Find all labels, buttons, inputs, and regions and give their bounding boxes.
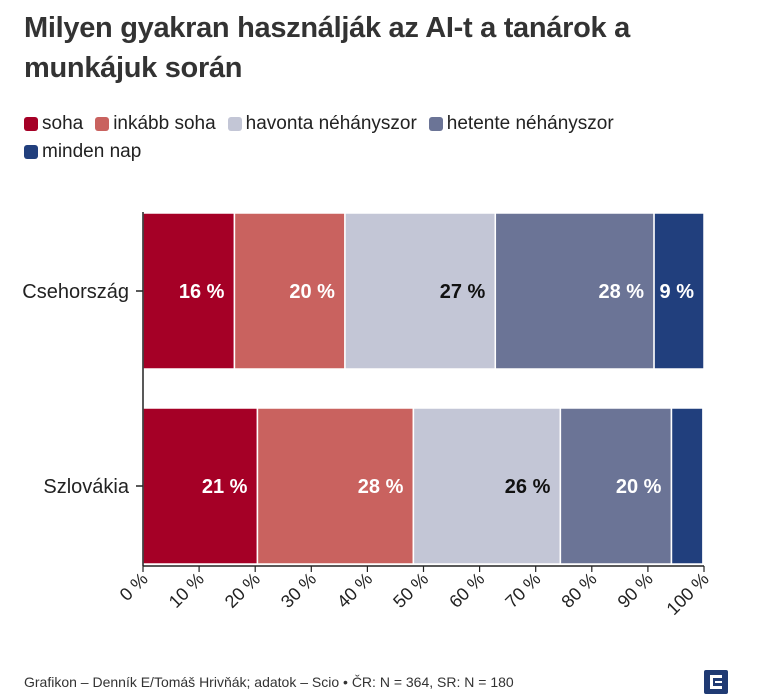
data-label: 16 % xyxy=(179,281,225,303)
x-tick-label: 40 % xyxy=(333,569,376,612)
bar-segment xyxy=(142,212,236,370)
legend-swatch xyxy=(24,145,38,159)
legend-swatch xyxy=(428,117,443,131)
legend-item-4: minden nap xyxy=(24,140,141,164)
legend-label: inkább soha xyxy=(113,113,216,134)
data-label: 27 % xyxy=(440,281,486,303)
legend-swatch xyxy=(95,117,110,131)
chart-legend: soha inkább soha havonta néhányszor hetente… xyxy=(24,112,744,164)
data-label: 26 % xyxy=(505,476,551,498)
chart-title: Milyen gyakran használják az AI-t a taná… xyxy=(24,12,630,84)
x-tick-label: 30 % xyxy=(277,569,320,612)
legend-label: hetente néhányszor xyxy=(446,113,614,134)
bar-segment xyxy=(494,212,655,370)
legend-swatch xyxy=(24,117,38,131)
legend-item-3: hetente néhányszor xyxy=(428,112,614,136)
denník-e-logo-icon xyxy=(704,670,728,694)
data-label: 28 % xyxy=(598,281,644,303)
bar-segment xyxy=(670,407,704,565)
legend-item-1: inkább soha xyxy=(95,112,216,136)
x-tick-label: 60 % xyxy=(445,569,488,612)
legend-label: soha xyxy=(42,113,84,134)
legend-item-2: havonta néhányszor xyxy=(227,112,417,136)
x-tick-label: 90 % xyxy=(614,569,657,612)
stacked-bar-chart: 16 % 20 % 27 % 28 % 9 % Csehország 21 % 28 % 26 … xyxy=(22,212,713,619)
x-tick-label: 10 % xyxy=(165,569,208,612)
bar-segment xyxy=(653,212,705,370)
bar-segment xyxy=(256,407,415,565)
category-label: Csehország xyxy=(22,281,129,303)
x-tick-label: 50 % xyxy=(389,569,432,612)
bar-segment xyxy=(412,407,562,565)
data-label: 20 % xyxy=(289,281,335,303)
bar-segment xyxy=(344,212,497,370)
x-tick-label: 70 % xyxy=(501,569,544,612)
data-label: 21 % xyxy=(202,476,248,498)
legend-label: havonta néhányszor xyxy=(245,113,417,134)
bar-segment xyxy=(559,407,673,565)
data-label: 28 % xyxy=(358,476,404,498)
x-tick-label: 80 % xyxy=(557,569,600,612)
x-tick-label: 20 % xyxy=(221,569,264,612)
bar-segment xyxy=(142,407,259,565)
data-label: 20 % xyxy=(616,476,662,498)
data-label: 9 % xyxy=(660,281,695,303)
category-label: Szlovákia xyxy=(43,476,129,498)
legend-item-0: soha xyxy=(24,112,83,136)
x-tick-label: 100 % xyxy=(663,569,713,619)
legend-swatch xyxy=(227,117,242,131)
legend-label: minden nap xyxy=(42,141,142,162)
source-footer: Grafikon – Denník E/Tomáš Hrivňák; adato… xyxy=(24,674,514,690)
x-tick-label: 0 % xyxy=(116,569,152,605)
